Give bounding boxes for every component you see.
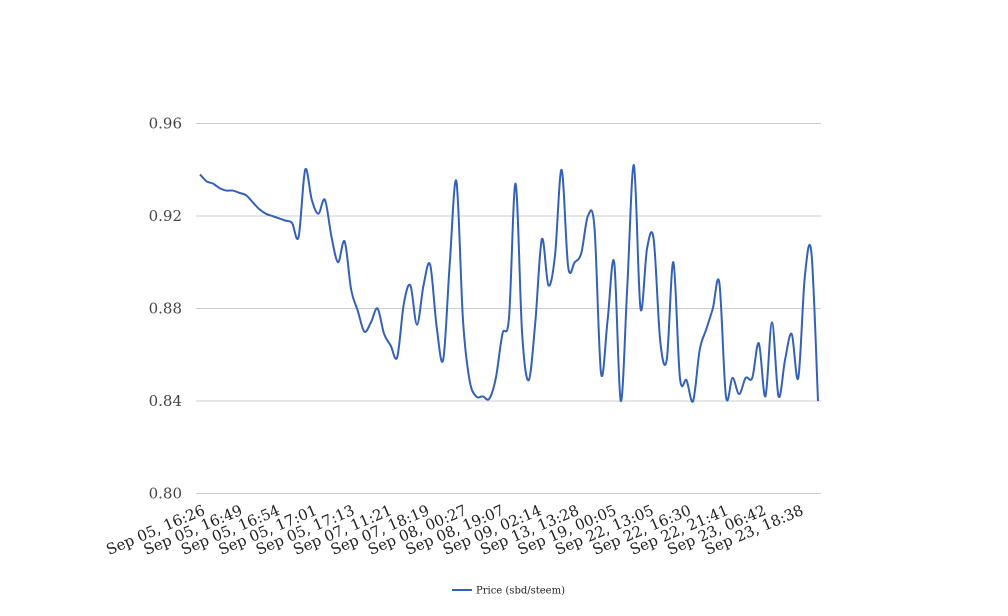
gridlines xyxy=(196,123,821,494)
y-tick-label: 0.96 xyxy=(149,115,182,133)
y-tick-label: 0.80 xyxy=(149,485,182,503)
series-line-price xyxy=(199,164,819,403)
legend[interactable]: Price (sbd/steem) xyxy=(452,586,565,597)
legend-label-price: Price (sbd/steem) xyxy=(476,586,565,597)
y-axis-ticks: 0.80 0.84 0.88 0.92 0.96 xyxy=(149,115,182,503)
series-layer xyxy=(199,164,819,403)
y-tick-label: 0.88 xyxy=(149,300,182,318)
y-tick-label: 0.92 xyxy=(149,207,182,225)
y-tick-label: 0.84 xyxy=(149,392,182,410)
